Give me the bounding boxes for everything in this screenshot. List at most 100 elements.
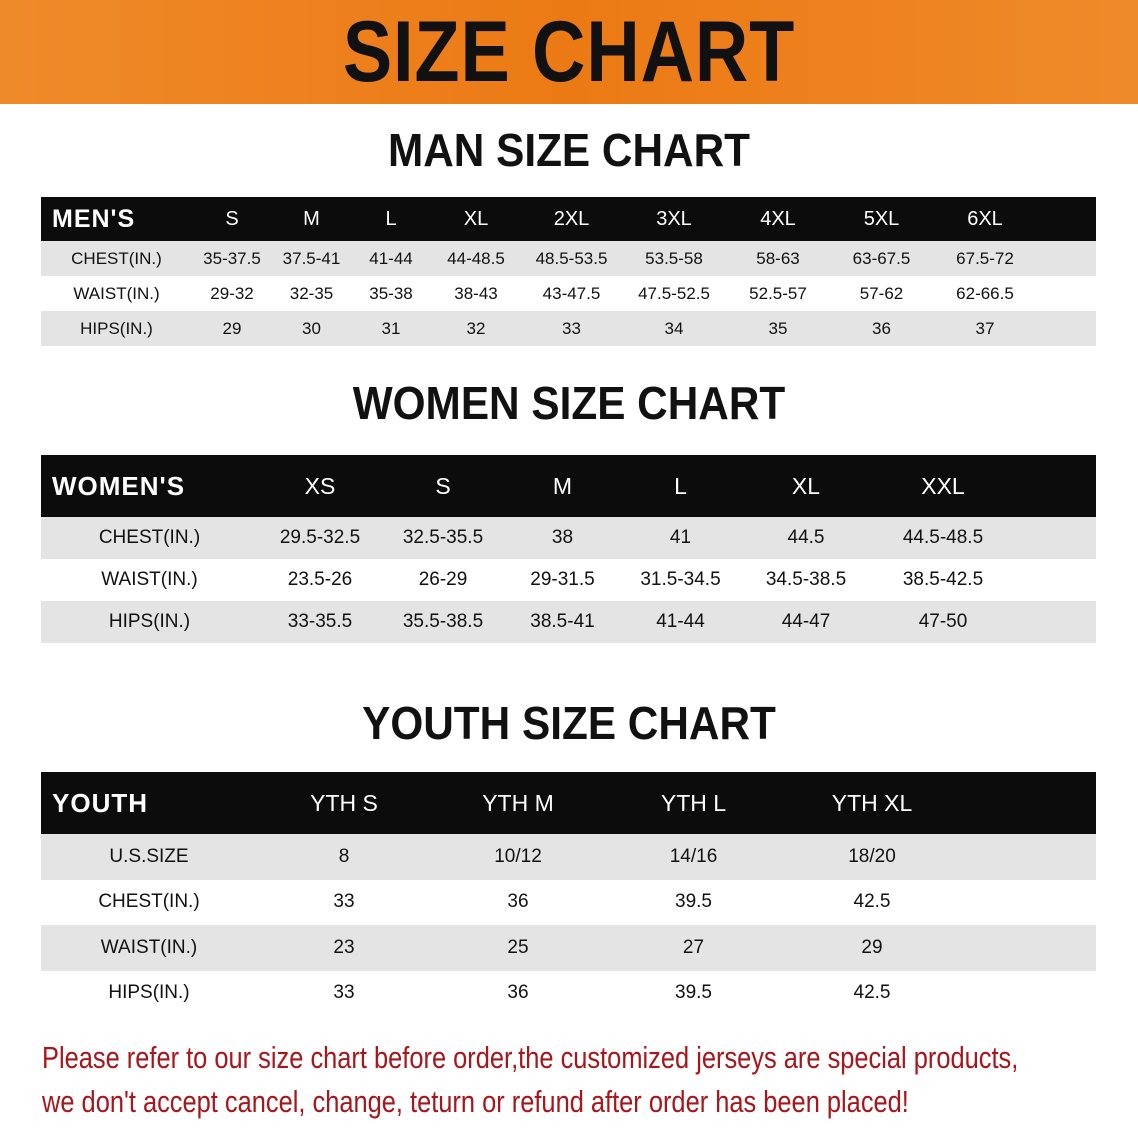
measurement-value: 38.5-41: [530, 611, 595, 632]
size-column-header: 2XL: [553, 207, 590, 230]
table-row: CHEST(IN.) 29.5-32.5 32.5-35.5 38 41 44.5 44.5…: [41, 517, 1096, 559]
table-row: HIPS(IN.) 33 36 39.5 42.5: [41, 970, 1096, 1016]
notice-line-1: Please refer to our size chart before or…: [42, 1040, 1019, 1075]
table-category-label: MEN'S: [52, 204, 136, 233]
measurement-value: 33: [333, 982, 355, 1004]
youth-section-title: YOUTH SIZE CHART: [362, 697, 776, 749]
measurement-value: 14/16: [669, 845, 718, 867]
measurement-value: 32-35: [289, 283, 334, 303]
measurement-value: 42.5: [853, 982, 891, 1004]
measurement-label: U.S.SIZE: [109, 845, 189, 867]
measurement-value: 47-50: [918, 611, 968, 632]
measurement-value: 33: [562, 318, 581, 338]
size-column-header: 3XL: [656, 207, 692, 230]
table-row: HIPS(IN.) 33-35.5 35.5-38.5 38.5-41 41-44 44-…: [41, 601, 1096, 643]
page-title: SIZE CHART: [342, 4, 796, 100]
measurement-value: 35: [768, 318, 788, 338]
measurement-value: 27: [682, 936, 705, 958]
measurement-label: HIPS(IN.): [108, 982, 190, 1004]
measurement-value: 32.5-35.5: [402, 527, 484, 548]
measurement-value: 23: [333, 936, 355, 958]
table-row: WAIST(IN.) 29-32 32-35 35-38 38-43 43-47.5 47.…: [41, 276, 1096, 311]
table-category-label: WOMEN'S: [52, 470, 186, 501]
measurement-value: 31: [381, 318, 401, 338]
measurement-value: 41-44: [656, 611, 705, 632]
measurement-value: 63-67.5: [852, 248, 911, 268]
size-column-header: 4XL: [760, 207, 796, 230]
men-section-title: MAN SIZE CHART: [387, 124, 751, 176]
measurement-value: 47.5-52.5: [638, 283, 710, 303]
size-column-header: YTH M: [482, 789, 554, 816]
size-column-header: M: [552, 472, 573, 499]
measurement-value: 35.5-38.5: [402, 611, 484, 632]
table-row: WAIST(IN.) 23 25 27 29: [41, 925, 1096, 971]
youth-size-table: YOUTH YTH S YTH M YTH L YTH XL U.S.SIZE 8 10/12…: [41, 772, 1096, 1016]
measurement-label: WAIST(IN.): [100, 936, 198, 958]
size-column-header: 6XL: [967, 207, 1003, 230]
measurement-label: HIPS(IN.): [108, 611, 191, 632]
measurement-value: 10/12: [494, 845, 542, 867]
measurement-value: 58-63: [756, 248, 800, 268]
measurement-value: 38: [551, 527, 574, 548]
women-section-title: WOMEN SIZE CHART: [352, 377, 786, 429]
table-category-label: YOUTH: [52, 787, 148, 818]
measurement-value: 36: [507, 982, 529, 1004]
measurement-value: 25: [507, 936, 529, 958]
measurement-label: CHEST(IN.): [98, 527, 201, 548]
measurement-value: 52.5-57: [749, 283, 807, 303]
size-column-header: YTH S: [310, 789, 378, 816]
measurement-value: 39.5: [675, 891, 712, 913]
size-column-header: L: [385, 207, 397, 230]
measurement-value: 35-38: [369, 283, 413, 303]
measurement-value: 29: [222, 318, 242, 338]
table-row: HIPS(IN.) 29 30 31 32 33 34 35 36 37: [41, 311, 1096, 346]
table-header-row: WOMEN'S XS S M L XL XXL: [41, 455, 1096, 517]
size-column-header: M: [303, 207, 320, 230]
measurement-value: 29-32: [210, 283, 254, 303]
women-size-table: WOMEN'S XS S M L XL XXL CHEST(IN.) 29.5-32.5 32.5…: [41, 455, 1096, 643]
header-banner: SIZE CHART: [0, 0, 1138, 104]
measurement-value: 48.5-53.5: [535, 248, 608, 268]
size-column-header: XXL: [921, 472, 965, 499]
measurement-value: 26-29: [418, 569, 468, 590]
measurement-value: 37: [975, 318, 995, 338]
measurement-value: 30: [302, 318, 321, 338]
size-column-header: S: [435, 472, 451, 499]
measurement-label: CHEST(IN.): [71, 248, 162, 268]
size-column-header: YTH L: [660, 789, 727, 816]
measurement-value: 44.5-48.5: [902, 527, 984, 548]
table-row: U.S.SIZE 8 10/12 14/16 18/20: [41, 834, 1096, 880]
notice-line-2: we don't accept cancel, change, teturn o…: [42, 1084, 909, 1119]
measurement-value: 39.5: [675, 982, 712, 1004]
size-column-header: YTH XL: [831, 789, 913, 816]
table-row: CHEST(IN.) 33 36 39.5 42.5: [41, 879, 1096, 925]
measurement-value: 43-47.5: [542, 283, 601, 303]
measurement-value: 36: [872, 318, 891, 338]
size-column-header: S: [225, 207, 239, 230]
measurement-value: 44-48.5: [447, 248, 505, 268]
measurement-value: 29.5-32.5: [279, 527, 361, 548]
table-header-row: YOUTH YTH S YTH M YTH L YTH XL: [41, 772, 1096, 834]
measurement-value: 41: [669, 527, 692, 548]
measurement-value: 42.5: [853, 891, 891, 913]
size-column-header: XL: [463, 207, 489, 230]
measurement-value: 36: [507, 891, 529, 913]
measurement-value: 53.5-58: [645, 248, 703, 268]
measurement-value: 29-31.5: [530, 569, 595, 590]
measurement-value: 32: [466, 318, 486, 338]
measurement-value: 34.5-38.5: [765, 569, 847, 590]
measurement-value: 38.5-42.5: [902, 569, 984, 590]
measurement-value: 34: [664, 318, 684, 338]
size-column-header: XS: [304, 472, 336, 499]
table-row: CHEST(IN.) 35-37.5 37.5-41 41-44 44-48.5 48.5…: [41, 241, 1096, 276]
size-column-header: L: [674, 472, 687, 499]
measurement-value: 31.5-34.5: [640, 569, 721, 590]
measurement-value: 44.5: [787, 527, 825, 548]
measurement-value: 62-66.5: [956, 283, 1014, 303]
measurement-label: WAIST(IN.): [101, 569, 198, 590]
measurement-value: 23.5-26: [287, 569, 353, 590]
size-column-header: XL: [791, 472, 821, 499]
measurement-value: 35-37.5: [203, 248, 261, 268]
measurement-value: 18/20: [848, 845, 896, 867]
measurement-value: 57-62: [859, 283, 904, 303]
